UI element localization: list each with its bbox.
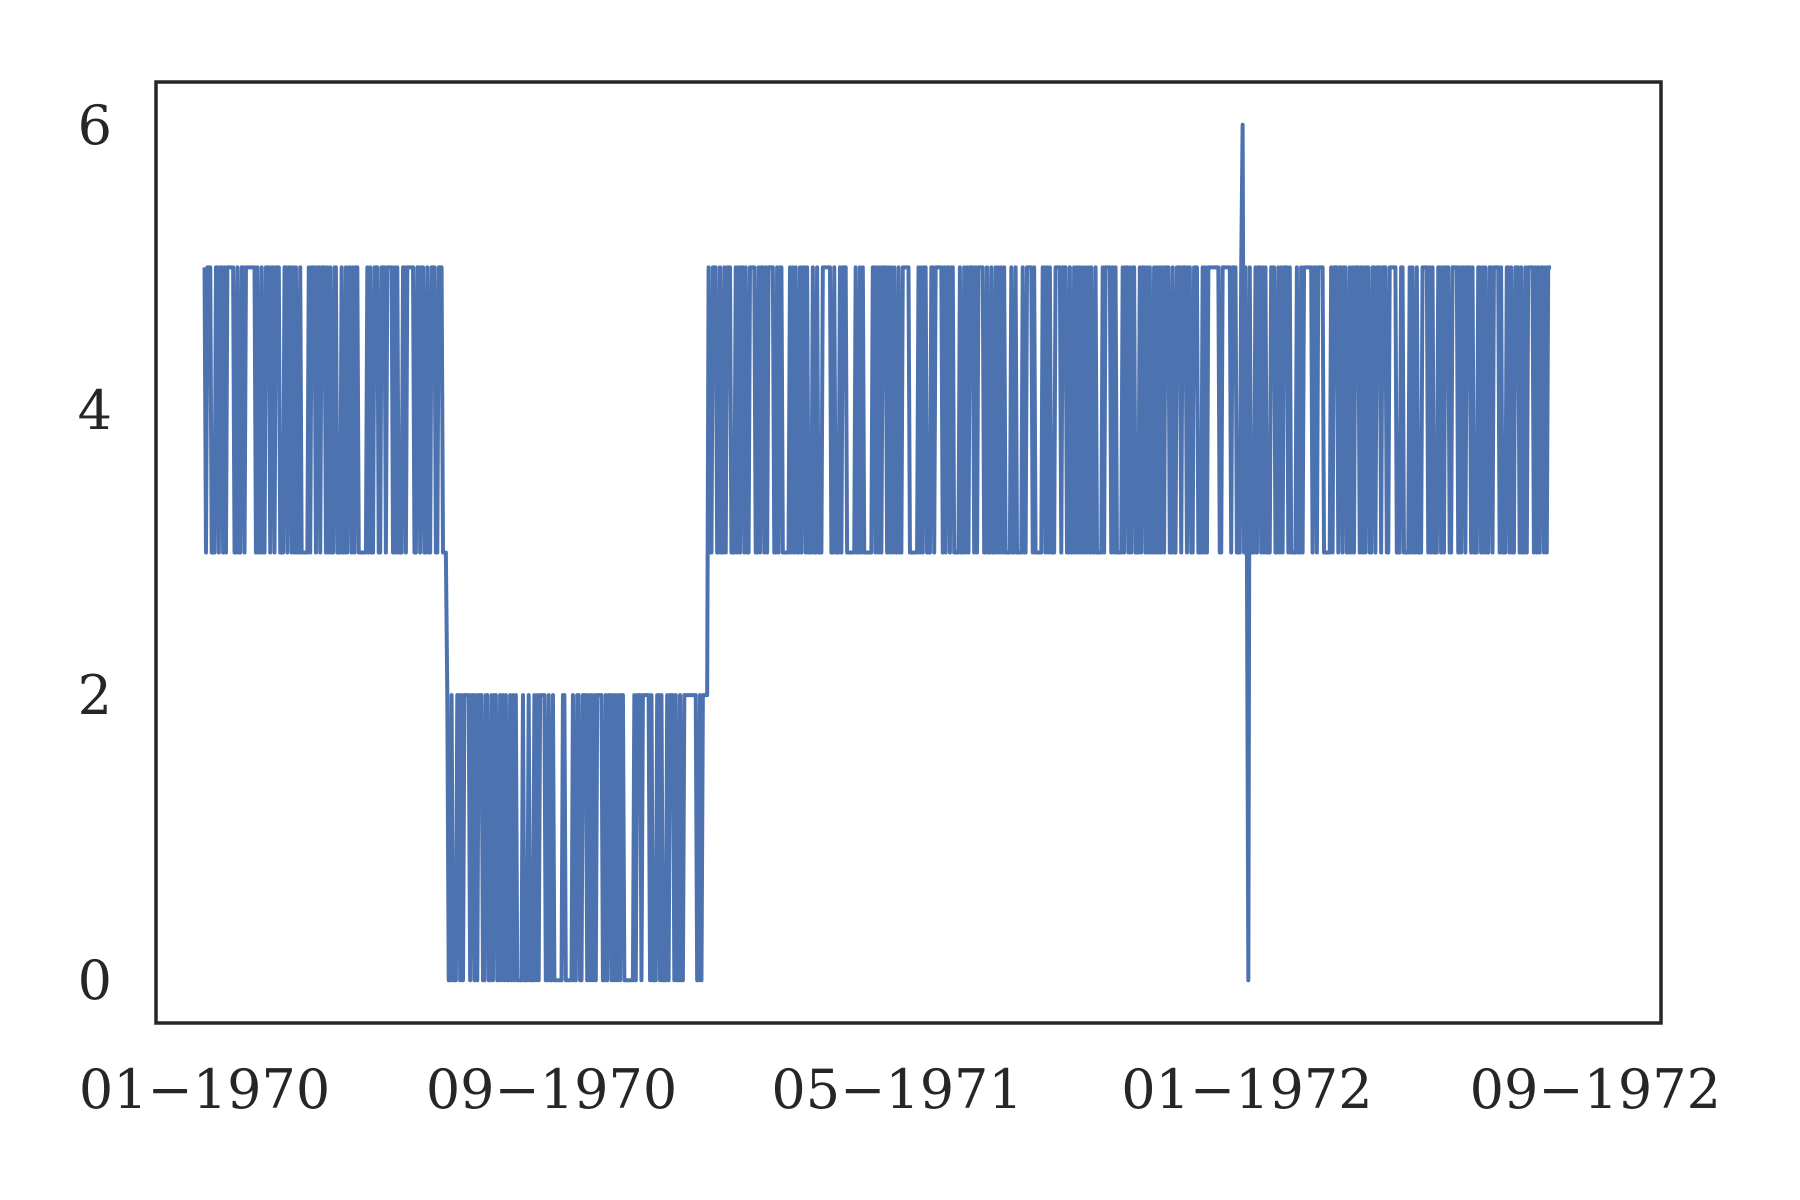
- x-tick-label: 09−1970: [426, 1058, 677, 1121]
- y-tick-label: 0: [78, 949, 112, 1012]
- y-tick-label: 6: [78, 94, 112, 157]
- plot-frame: [154, 80, 1663, 1025]
- x-tick-label: 09−1972: [1470, 1058, 1721, 1121]
- series-line: [202, 122, 1552, 983]
- series-layer: [202, 122, 1552, 983]
- x-tick-label: 01−1970: [79, 1058, 330, 1121]
- x-axis-ticks: 01−1970 09−1970 05−1971 01−1972 09−1972: [79, 1058, 1721, 1121]
- y-tick-label: 4: [78, 379, 112, 442]
- y-axis-ticks: 0 2 4 6: [78, 94, 112, 1012]
- x-tick-label: 01−1972: [1121, 1058, 1372, 1121]
- x-tick-label: 05−1971: [771, 1058, 1022, 1121]
- y-tick-label: 2: [78, 664, 112, 727]
